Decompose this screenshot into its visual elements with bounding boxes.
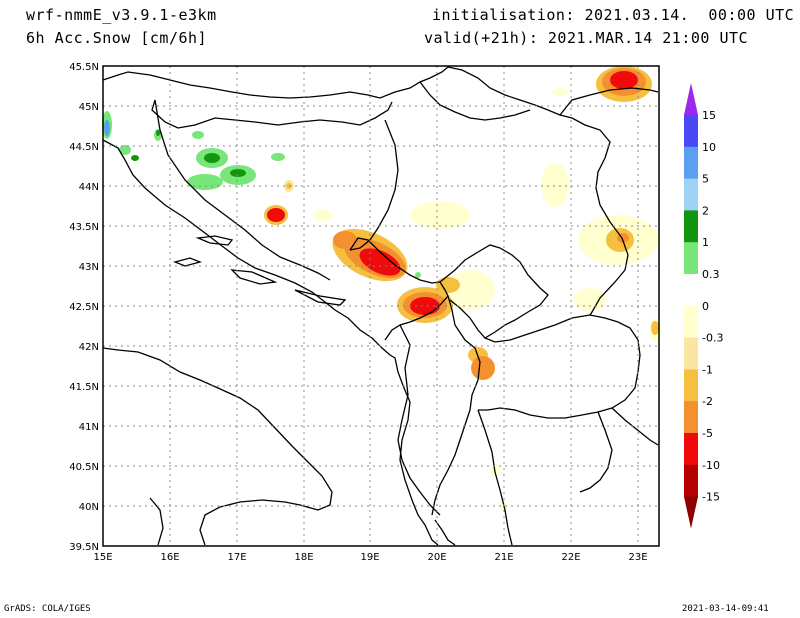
lat-tick-labels: 39.5N 40N 40.5N 41N 41.5N 42N 42.5N 43N … [69, 62, 99, 553]
colorbar-label: 5 [702, 173, 709, 186]
lon-tick-labels: 15E 16E 17E 18E 19E 20E 21E 22E 23E [93, 552, 647, 563]
colorbar-top-arrow [684, 83, 698, 115]
lon-label: 23E [628, 552, 647, 563]
colorbar-label: -0.3 [702, 332, 723, 345]
colorbar-label: -1 [702, 363, 713, 376]
init-time: initialisation: 2021.03.14. 00:00 UTC [432, 6, 795, 24]
colorbar-label: -10 [702, 459, 720, 472]
lon-label: 19E [360, 552, 379, 563]
colorbar: 15 10 5 2 1 0.3 0 -0.3 -1 -2 -5 -10 -15 [684, 83, 723, 529]
lat-label: 45.5N [69, 62, 99, 73]
lat-label: 40N [79, 502, 99, 513]
timestamp-text: 2021-03-14-09:41 [682, 604, 769, 614]
lat-label: 45N [79, 102, 99, 113]
lat-label: 44.5N [69, 142, 99, 153]
model-name: wrf-nmmE_v3.9.1-e3km [26, 6, 217, 24]
lon-label: 15E [93, 552, 112, 563]
lat-lon-grid [103, 66, 659, 546]
colorbar-swatch [684, 433, 698, 466]
colorbar-swatch [684, 210, 698, 243]
lat-label: 43.5N [69, 222, 99, 233]
map-frame [102, 65, 660, 547]
lat-label: 44N [79, 182, 99, 193]
lat-label: 40.5N [69, 462, 99, 473]
credit-text: GrADS: COLA/IGES [4, 604, 91, 614]
lat-label: 42.5N [69, 302, 99, 313]
colorbar-swatch [684, 305, 698, 339]
valid-time: valid(+21h): 2021.MAR.14 21:00 UTC [424, 29, 749, 47]
colorbar-swatch [684, 115, 698, 148]
lon-label: 17E [227, 552, 246, 563]
lat-label: 41N [79, 422, 99, 433]
lon-label: 22E [561, 552, 580, 563]
colorbar-swatch [684, 178, 698, 211]
colorbar-label: -5 [702, 427, 713, 440]
colorbar-bottom-arrow [684, 496, 698, 529]
colorbar-label: 15 [702, 109, 716, 122]
snowfall-field [102, 66, 661, 511]
lat-label: 43N [79, 262, 99, 273]
colorbar-label: -2 [702, 395, 713, 408]
colorbar-swatch [684, 242, 698, 275]
field-name: 6h Acc.Snow [cm/6h] [26, 29, 208, 47]
colorbar-swatch [684, 274, 698, 307]
colorbar-swatch [684, 401, 698, 434]
lon-label: 21E [494, 552, 513, 563]
colorbar-label: 1 [702, 236, 709, 249]
colorbar-swatch [684, 337, 698, 370]
colorbar-label: 0.3 [702, 268, 720, 281]
colorbar-label: 0 [702, 300, 709, 313]
country-borders [102, 66, 659, 546]
colorbar-swatch [684, 369, 698, 402]
lon-label: 20E [427, 552, 446, 563]
colorbar-label: 10 [702, 141, 716, 154]
colorbar-label: -15 [702, 491, 720, 504]
colorbar-swatch [684, 146, 698, 180]
lon-label: 16E [160, 552, 179, 563]
lat-label: 39.5N [69, 542, 99, 553]
lat-label: 42N [79, 342, 99, 353]
lon-label: 18E [294, 552, 313, 563]
colorbar-swatch [684, 464, 698, 498]
colorbar-label: 2 [702, 204, 709, 217]
lat-label: 41.5N [69, 382, 99, 393]
